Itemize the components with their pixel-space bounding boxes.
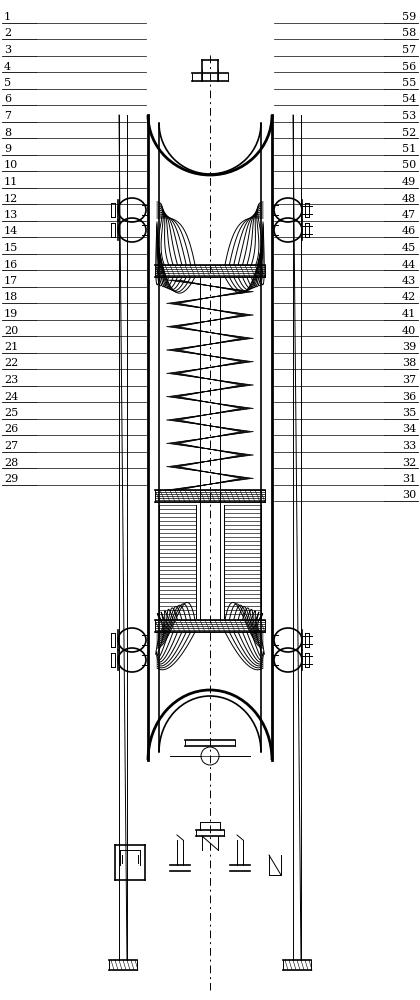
Text: 43: 43	[402, 276, 416, 286]
Text: 15: 15	[4, 243, 18, 253]
Text: 24: 24	[4, 391, 18, 401]
Text: 50: 50	[402, 160, 416, 170]
Text: 53: 53	[402, 111, 416, 121]
Text: 36: 36	[402, 391, 416, 401]
Text: 45: 45	[402, 243, 416, 253]
Text: 29: 29	[4, 474, 18, 484]
Text: 18: 18	[4, 292, 18, 302]
Text: 31: 31	[402, 474, 416, 484]
Text: 17: 17	[4, 276, 18, 286]
Text: 16: 16	[4, 259, 18, 269]
Text: 27: 27	[4, 441, 18, 451]
Text: 44: 44	[402, 259, 416, 269]
Text: 26: 26	[4, 424, 18, 434]
Text: 14: 14	[4, 227, 18, 236]
Text: 28: 28	[4, 458, 18, 468]
Text: 51: 51	[402, 144, 416, 154]
Text: 22: 22	[4, 359, 18, 368]
Text: 4: 4	[4, 62, 11, 72]
Text: 56: 56	[402, 62, 416, 72]
Text: 39: 39	[402, 342, 416, 352]
Text: 34: 34	[402, 424, 416, 434]
Text: 12: 12	[4, 194, 18, 204]
Text: 9: 9	[4, 144, 11, 154]
Text: 7: 7	[4, 111, 11, 121]
Text: 1: 1	[4, 12, 11, 22]
Text: 40: 40	[402, 326, 416, 336]
Text: 8: 8	[4, 127, 11, 137]
Text: 55: 55	[402, 78, 416, 88]
Text: 58: 58	[402, 28, 416, 38]
Text: 49: 49	[402, 177, 416, 187]
Text: 13: 13	[4, 210, 18, 220]
Text: 10: 10	[4, 160, 18, 170]
Text: 20: 20	[4, 326, 18, 336]
Text: 38: 38	[402, 359, 416, 368]
Text: 41: 41	[402, 309, 416, 319]
Text: 59: 59	[402, 12, 416, 22]
Text: 25: 25	[4, 408, 18, 418]
Text: 52: 52	[402, 127, 416, 137]
Text: 11: 11	[4, 177, 18, 187]
Text: 47: 47	[402, 210, 416, 220]
Text: 32: 32	[402, 458, 416, 468]
Text: 30: 30	[402, 490, 416, 500]
Text: 5: 5	[4, 78, 11, 88]
Text: 19: 19	[4, 309, 18, 319]
Text: 23: 23	[4, 375, 18, 385]
Text: 42: 42	[402, 292, 416, 302]
Text: 33: 33	[402, 441, 416, 451]
Text: 54: 54	[402, 95, 416, 104]
Text: 35: 35	[402, 408, 416, 418]
Text: 46: 46	[402, 227, 416, 236]
Text: 21: 21	[4, 342, 18, 352]
Text: 37: 37	[402, 375, 416, 385]
Text: 48: 48	[402, 194, 416, 204]
Text: 2: 2	[4, 28, 11, 38]
Text: 3: 3	[4, 45, 11, 55]
Text: 57: 57	[402, 45, 416, 55]
Text: 6: 6	[4, 95, 11, 104]
